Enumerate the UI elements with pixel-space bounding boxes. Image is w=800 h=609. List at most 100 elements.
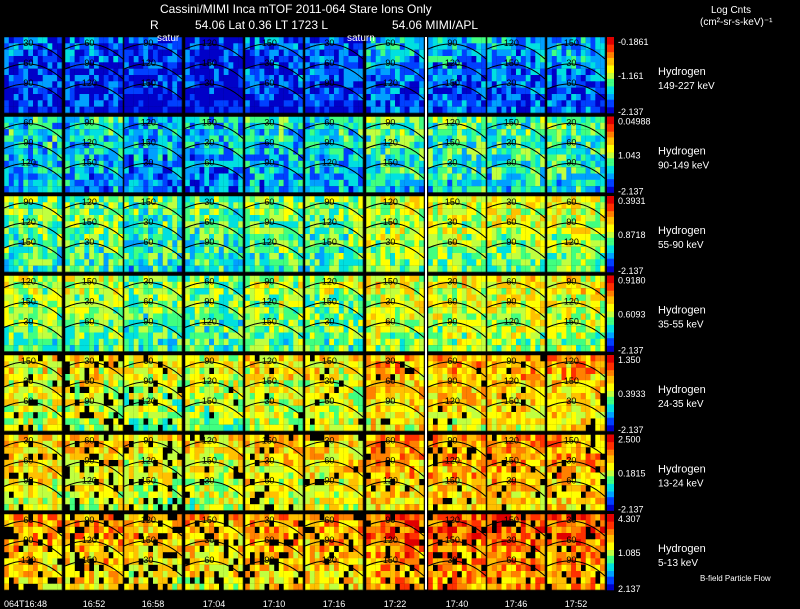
heatmap-cell <box>561 167 567 174</box>
heatmap-cell <box>223 234 229 241</box>
heatmap-cell <box>298 227 304 235</box>
heatmap-cell <box>214 154 219 161</box>
heatmap-cell <box>324 154 330 161</box>
contour-line <box>546 83 606 100</box>
heatmap-cell <box>334 94 339 101</box>
heatmap-cell <box>94 259 99 266</box>
heatmap-cell <box>124 75 129 82</box>
heatmap-cell <box>288 154 294 161</box>
heatmap-cell <box>259 196 265 203</box>
heatmap-cell <box>590 259 596 266</box>
heatmap-cell <box>540 259 546 266</box>
heatmap-cell <box>228 167 234 174</box>
heatmap-cell <box>238 196 244 203</box>
heatmap-cell <box>194 227 200 235</box>
heatmap-cell <box>113 56 119 63</box>
heatmap-cell <box>148 275 154 282</box>
heatmap-cell <box>124 202 129 209</box>
heatmap-cell <box>530 135 536 142</box>
heatmap-cell <box>167 49 173 57</box>
heatmap-cell <box>28 106 34 114</box>
heatmap-cell <box>84 281 90 289</box>
heatmap-cell <box>238 122 244 130</box>
heatmap-cell <box>79 246 85 254</box>
heatmap-cell <box>324 100 330 107</box>
heatmap-cell <box>223 265 229 273</box>
contour-line <box>64 43 124 60</box>
heatmap-cell <box>167 141 173 149</box>
heatmap-cell <box>118 186 124 193</box>
heatmap-cell <box>329 100 335 107</box>
heatmap-cell <box>595 265 601 273</box>
heatmap-cell <box>496 167 502 174</box>
heatmap-cell <box>153 87 158 95</box>
colorbar-segment <box>607 124 614 127</box>
heatmap-cell <box>404 240 410 247</box>
contour-line <box>486 63 546 80</box>
heatmap-cell <box>65 319 70 327</box>
heatmap-cell <box>551 160 557 168</box>
heatmap-cell <box>269 196 275 203</box>
heatmap-cell <box>79 167 85 174</box>
heatmap-cell <box>283 122 289 130</box>
heatmap-cell <box>98 259 104 266</box>
heatmap-cell <box>452 160 458 168</box>
heatmap-cell <box>329 208 335 216</box>
heatmap-cell <box>471 122 477 130</box>
heatmap-cell <box>8 227 14 235</box>
heatmap-cell <box>366 87 371 95</box>
heatmap-cell <box>324 240 330 247</box>
heatmap-cell <box>269 234 275 241</box>
heatmap-cell <box>442 94 448 101</box>
heatmap-cell <box>288 208 294 216</box>
heatmap-cell <box>419 62 425 69</box>
heatmap-cell <box>452 173 458 180</box>
heatmap-cell <box>385 240 391 247</box>
colorbar-segment <box>607 224 614 227</box>
heatmap-cell <box>13 43 19 50</box>
heatmap-cell <box>561 246 567 254</box>
heatmap-cell <box>89 208 95 216</box>
heatmap-cell <box>218 154 224 161</box>
heatmap-cell <box>466 259 472 266</box>
heatmap-cell <box>506 43 512 50</box>
heatmap-cell <box>33 275 38 282</box>
colorbar-segment <box>607 215 614 218</box>
heatmap-cell <box>476 173 482 180</box>
heatmap-cell <box>447 215 453 222</box>
heatmap-cell <box>189 62 195 69</box>
heatmap-cell <box>471 135 477 142</box>
heatmap-cell <box>33 294 38 301</box>
heatmap-cell <box>404 62 410 69</box>
heatmap-cell <box>385 202 391 209</box>
heatmap-cell <box>476 68 482 76</box>
heatmap-cell <box>167 129 173 136</box>
heatmap-cell <box>283 94 289 101</box>
heatmap-cell <box>556 227 562 235</box>
heatmap-cell <box>238 81 244 88</box>
heatmap-cell <box>8 275 14 282</box>
heatmap-cell <box>245 265 250 273</box>
heatmap-cell <box>481 240 487 247</box>
heatmap-cell <box>547 135 552 142</box>
heatmap-cell <box>375 265 381 273</box>
heatmap-cell <box>353 62 359 69</box>
heatmap-cell <box>167 215 173 222</box>
heatmap-cell <box>595 62 601 69</box>
heatmap-cell <box>249 94 255 101</box>
heatmap-cell <box>278 160 284 168</box>
heatmap-cell <box>283 141 289 149</box>
heatmap-cell <box>437 94 443 101</box>
heatmap-cell <box>37 87 43 95</box>
heatmap-cell <box>375 37 381 44</box>
heatmap-cell <box>28 265 34 273</box>
heatmap-cell <box>535 43 541 50</box>
heatmap-cell <box>98 129 104 136</box>
heatmap-cell <box>228 265 234 273</box>
heatmap-cell <box>385 100 391 107</box>
heatmap-cell <box>585 122 591 130</box>
heatmap-cell <box>278 122 284 130</box>
contour-line <box>123 222 183 239</box>
contour-line <box>3 222 63 239</box>
heatmap-cell <box>437 186 443 193</box>
